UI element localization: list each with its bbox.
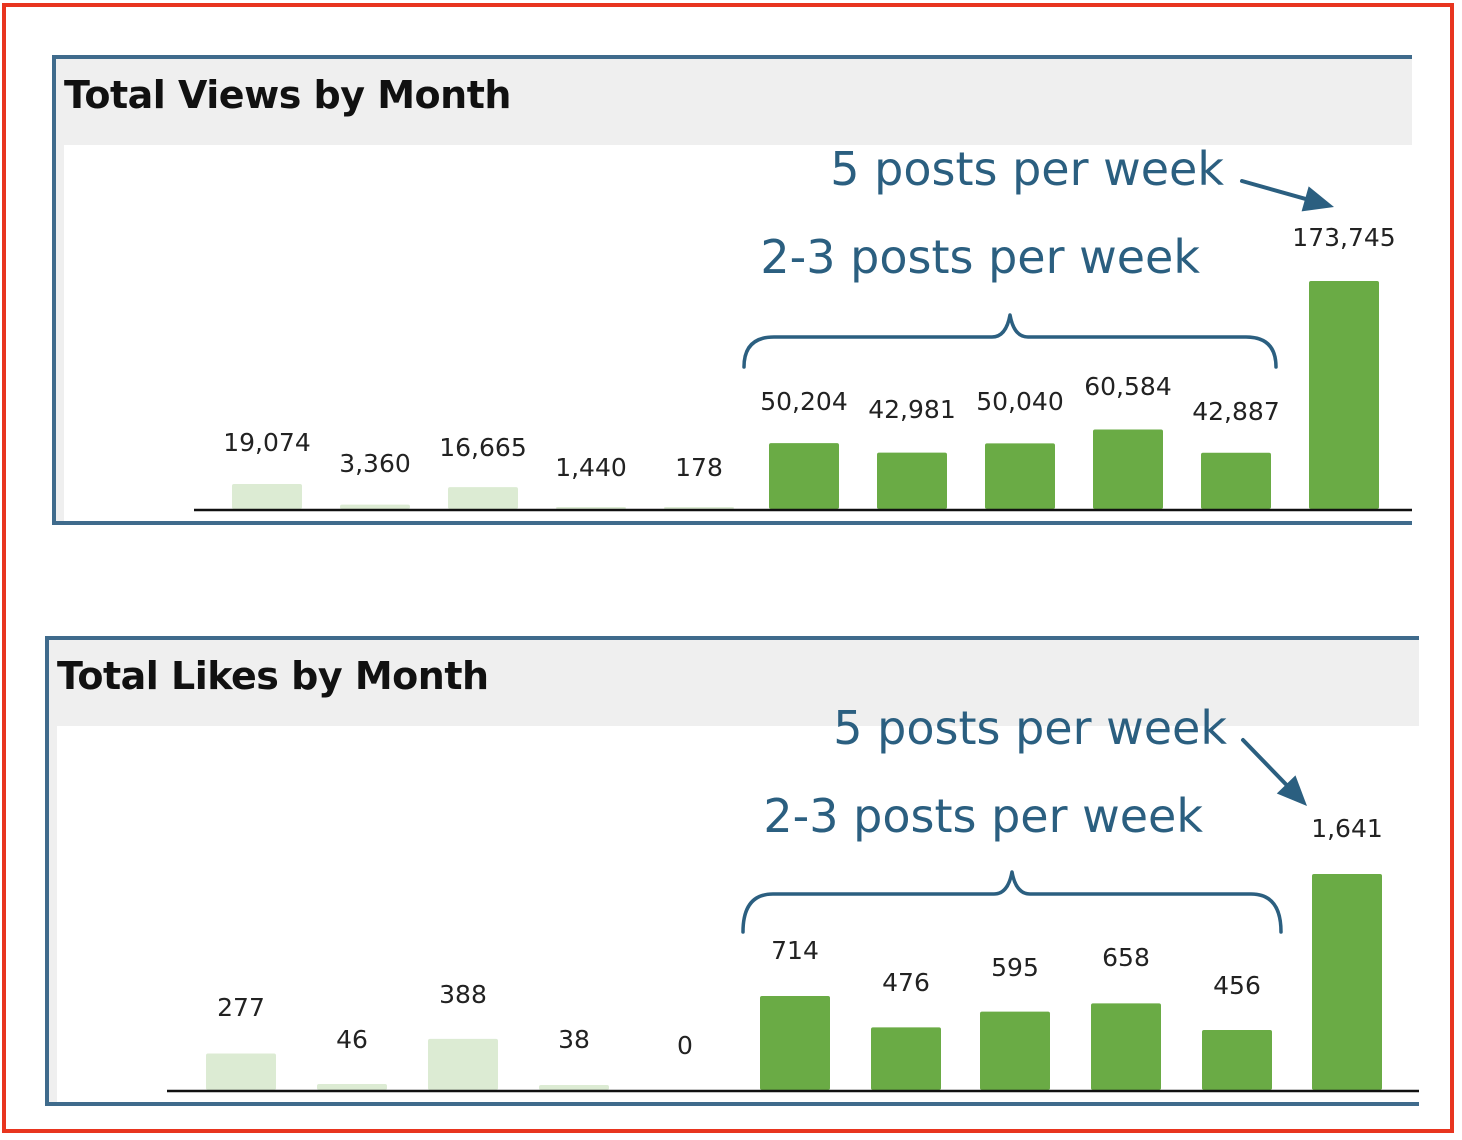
views-data-label-8: 60,584 xyxy=(1084,372,1171,401)
views-bar-8 xyxy=(1093,429,1163,509)
likes-bar-7 xyxy=(980,1011,1050,1090)
likes-bar-6 xyxy=(871,1027,941,1090)
views-bar-0 xyxy=(232,483,302,509)
views-bar-2 xyxy=(448,487,518,509)
likes-data-label-8: 658 xyxy=(1102,943,1150,972)
likes-bar-3 xyxy=(539,1084,609,1090)
likes-annotation-5-posts: 5 posts per week xyxy=(833,701,1227,755)
likes-bar-2 xyxy=(428,1038,498,1090)
likes-chart-title: Total Likes by Month xyxy=(57,654,489,698)
likes-arrow-shaft xyxy=(1241,738,1289,787)
likes-chart-panel: Total Likes by Month 277 46 388 38 0 714 476 59… xyxy=(45,636,1419,1106)
views-arrow-shaft xyxy=(1240,179,1308,201)
views-bar-3 xyxy=(556,507,626,509)
likes-data-label-2: 388 xyxy=(439,980,487,1009)
likes-bar-0 xyxy=(206,1053,276,1090)
views-brace xyxy=(742,313,1278,369)
likes-data-label-7: 595 xyxy=(991,953,1039,982)
views-bar-1 xyxy=(340,504,410,509)
views-bar-6 xyxy=(877,452,947,509)
likes-brace xyxy=(741,870,1283,934)
likes-data-label-9: 456 xyxy=(1213,971,1261,1000)
likes-data-label-0: 277 xyxy=(217,993,265,1022)
likes-annotation-2-3-posts: 2-3 posts per week xyxy=(763,789,1203,843)
views-bar-5 xyxy=(769,443,839,509)
likes-bar-1 xyxy=(317,1083,387,1090)
views-data-label-3: 1,440 xyxy=(555,453,627,482)
views-data-label-2: 16,665 xyxy=(439,433,526,462)
views-chart-title: Total Views by Month xyxy=(64,73,511,117)
likes-bar-10 xyxy=(1312,874,1382,1090)
likes-plot-area: 277 46 388 38 0 714 476 595 658 456 1,641 5 posts p… xyxy=(57,701,1419,1102)
likes-chart-svg: 277 46 388 38 0 714 476 595 658 456 1,641 5 posts p… xyxy=(167,701,1419,1093)
likes-bar-5 xyxy=(760,996,830,1090)
views-data-label-0: 19,074 xyxy=(223,428,310,457)
views-data-label-6: 42,981 xyxy=(868,395,955,424)
likes-bar-8 xyxy=(1091,1003,1161,1090)
views-bar-4 xyxy=(664,507,734,509)
views-bar-10 xyxy=(1309,281,1379,509)
likes-data-label-10: 1,641 xyxy=(1311,814,1383,843)
views-data-label-9: 42,887 xyxy=(1192,397,1279,426)
views-data-label-4: 178 xyxy=(675,453,723,482)
likes-data-label-6: 476 xyxy=(882,968,930,997)
views-bar-7 xyxy=(985,443,1055,509)
views-data-label-7: 50,040 xyxy=(976,387,1063,416)
views-data-label-10: 173,745 xyxy=(1292,223,1395,252)
likes-arrow-head xyxy=(1276,775,1307,806)
views-plot-area: 19,074 3,360 16,665 1,440 178 50,204 42,981 50,… xyxy=(64,142,1412,521)
likes-data-label-4: 0 xyxy=(677,1031,693,1060)
views-arrow-head xyxy=(1301,186,1334,212)
views-data-label-5: 50,204 xyxy=(760,387,847,416)
views-data-label-1: 3,360 xyxy=(339,449,411,478)
views-bar-9 xyxy=(1201,452,1271,509)
views-chart-panel: Total Views by Month 19,074 3,360 16,665 1,… xyxy=(52,55,1412,525)
views-chart-svg: 19,074 3,360 16,665 1,440 178 50,204 42,981 50,… xyxy=(194,142,1412,512)
views-annotation-5-posts: 5 posts per week xyxy=(830,142,1224,196)
likes-bar-9 xyxy=(1202,1029,1272,1090)
likes-data-label-3: 38 xyxy=(558,1025,590,1054)
likes-data-label-1: 46 xyxy=(336,1025,368,1054)
views-annotation-2-3-posts: 2-3 posts per week xyxy=(760,230,1200,284)
likes-data-label-5: 714 xyxy=(771,936,819,965)
